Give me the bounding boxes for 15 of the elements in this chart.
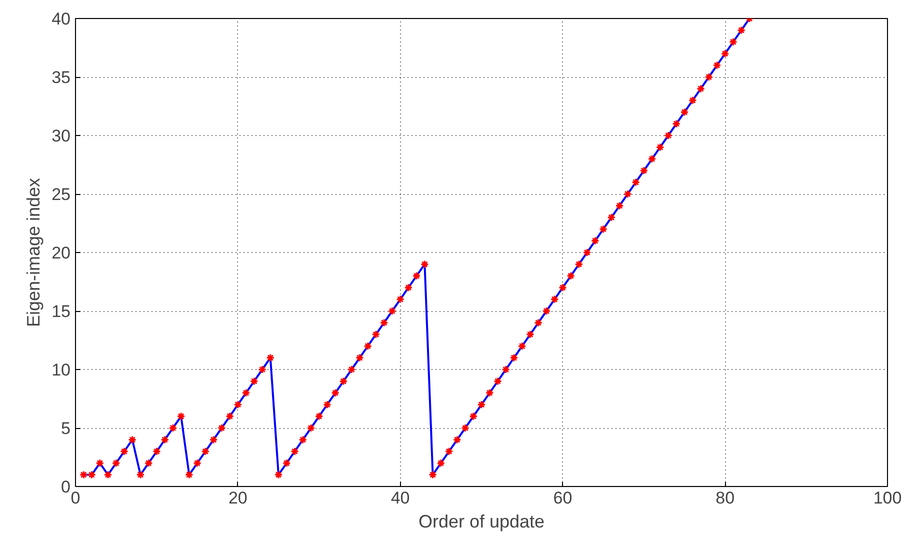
y-tick-label: 15 bbox=[52, 302, 71, 321]
y-tick-label: 20 bbox=[52, 244, 71, 262]
x-tick-label: 100 bbox=[873, 488, 902, 508]
y-tick-label: 25 bbox=[52, 185, 71, 204]
y-tick-label: 30 bbox=[52, 126, 71, 146]
y-tick-label: 35 bbox=[52, 68, 71, 87]
x-tick-label: 60 bbox=[553, 488, 572, 508]
x-tick-label: 40 bbox=[390, 488, 410, 508]
x-tick-label: 80 bbox=[716, 488, 735, 508]
y-tick-label: 5 bbox=[61, 419, 71, 438]
y-axis-title: Eigen-image index bbox=[24, 178, 44, 328]
x-tick-label: 20 bbox=[228, 488, 248, 508]
y-tick-label: 40 bbox=[52, 10, 71, 28]
x-axis-title: Order of update bbox=[418, 512, 545, 532]
y-tick-label: 10 bbox=[52, 360, 71, 380]
